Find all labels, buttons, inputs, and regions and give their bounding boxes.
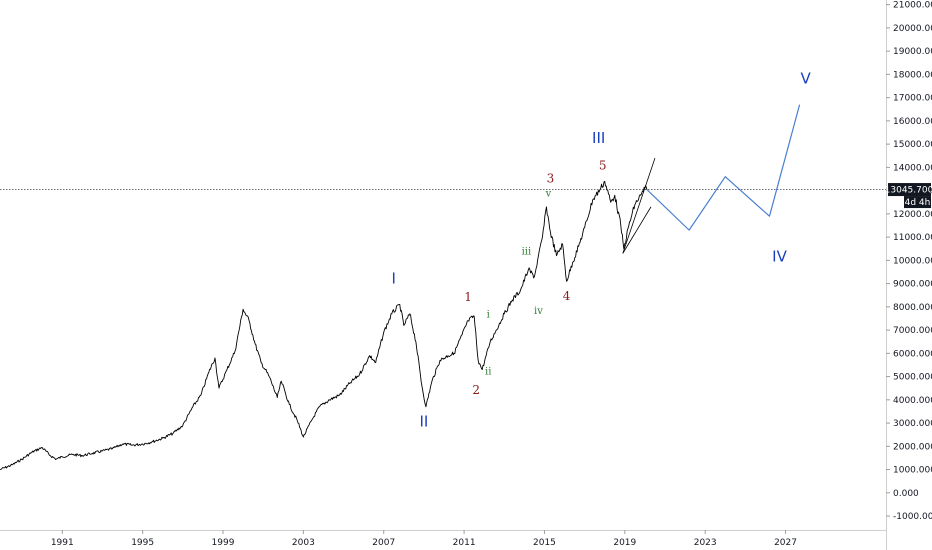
wave-label-sub: v [545,188,552,199]
wave-label-major: II [419,413,428,431]
wave-label-minor: 3 [547,171,555,185]
y-tick-label: 19000.000 [893,47,932,57]
wave-label-major: I [392,270,396,288]
x-tick-label: 2023 [694,538,717,548]
y-tick-label: 5000.000 [893,373,932,383]
y-tick-label: 21000.000 [893,1,932,11]
y-tick-label: 12000.000 [893,210,932,220]
x-tick-label: 1991 [51,538,74,548]
y-tick-label: 15000.000 [893,140,932,150]
x-tick-label: 2015 [533,538,556,548]
wave-label-sub: iii [522,247,532,258]
current-price-badge-box [888,183,931,197]
wave-label-minor: 1 [464,290,472,304]
wave-label-sub: ii [485,366,491,377]
y-tick-label: 14000.000 [893,163,932,173]
y-tick-label: 20000.000 [893,24,932,34]
countdown-badge-box [904,196,931,209]
x-tick-label: 2003 [292,538,315,548]
x-tick-label: 1995 [131,538,154,548]
y-tick-label: 3000.000 [893,419,932,429]
price-axis[interactable]: -1000.000 0.000 1000.000 2000.000 3000.000 40… [886,1,932,522]
countdown-label: 4d 4h [905,198,931,208]
channel-line [622,206,652,254]
y-tick-label: 4000.000 [893,396,932,406]
y-tick-label: 7000.000 [893,326,932,336]
y-tick-label: 8000.000 [893,303,932,313]
y-tick-label: 11000.000 [893,233,932,243]
current-price-label: 13045.700 [885,186,932,196]
y-tick-label: 18000.000 [893,70,932,80]
y-tick-label: 16000.000 [893,117,932,127]
channel-line [622,157,656,254]
y-tick-label: 6000.000 [893,349,932,359]
plot-area[interactable] [0,104,886,470]
x-tick-label: 2027 [774,538,797,548]
price-series-line [0,180,648,470]
y-tick-label: 17000.000 [893,94,932,104]
x-tick-label: 1999 [212,538,235,548]
wave-label-major: IV [772,248,787,266]
y-tick-label: 9000.000 [893,280,932,290]
wave-label-minor: 2 [472,383,480,397]
y-tick-label: 0.000 [893,489,919,499]
wave-label-minor: 4 [563,289,571,303]
x-tick-label: 2007 [372,538,395,548]
y-tick-label: 1000.000 [893,466,932,476]
y-tick-label: 2000.000 [893,442,932,452]
time-axis[interactable]: 1991 1995 1999 2003 2007 2011 2015 2019 2023 2027 [51,530,797,548]
y-tick-label: -1000.000 [893,512,932,522]
wave-label-major: III [592,129,605,147]
projection-line [646,104,801,231]
wave-label-sub: iv [534,306,543,317]
wave-label-minor: 5 [599,159,607,173]
wave-label-sub: i [487,309,490,320]
wave-label-major: V [801,70,812,88]
x-tick-label: 2011 [453,538,476,548]
x-tick-label: 2019 [613,538,636,548]
current-price-badge: 13045.700 4d 4h [885,183,932,209]
y-tick-label: 10000.000 [893,256,932,266]
